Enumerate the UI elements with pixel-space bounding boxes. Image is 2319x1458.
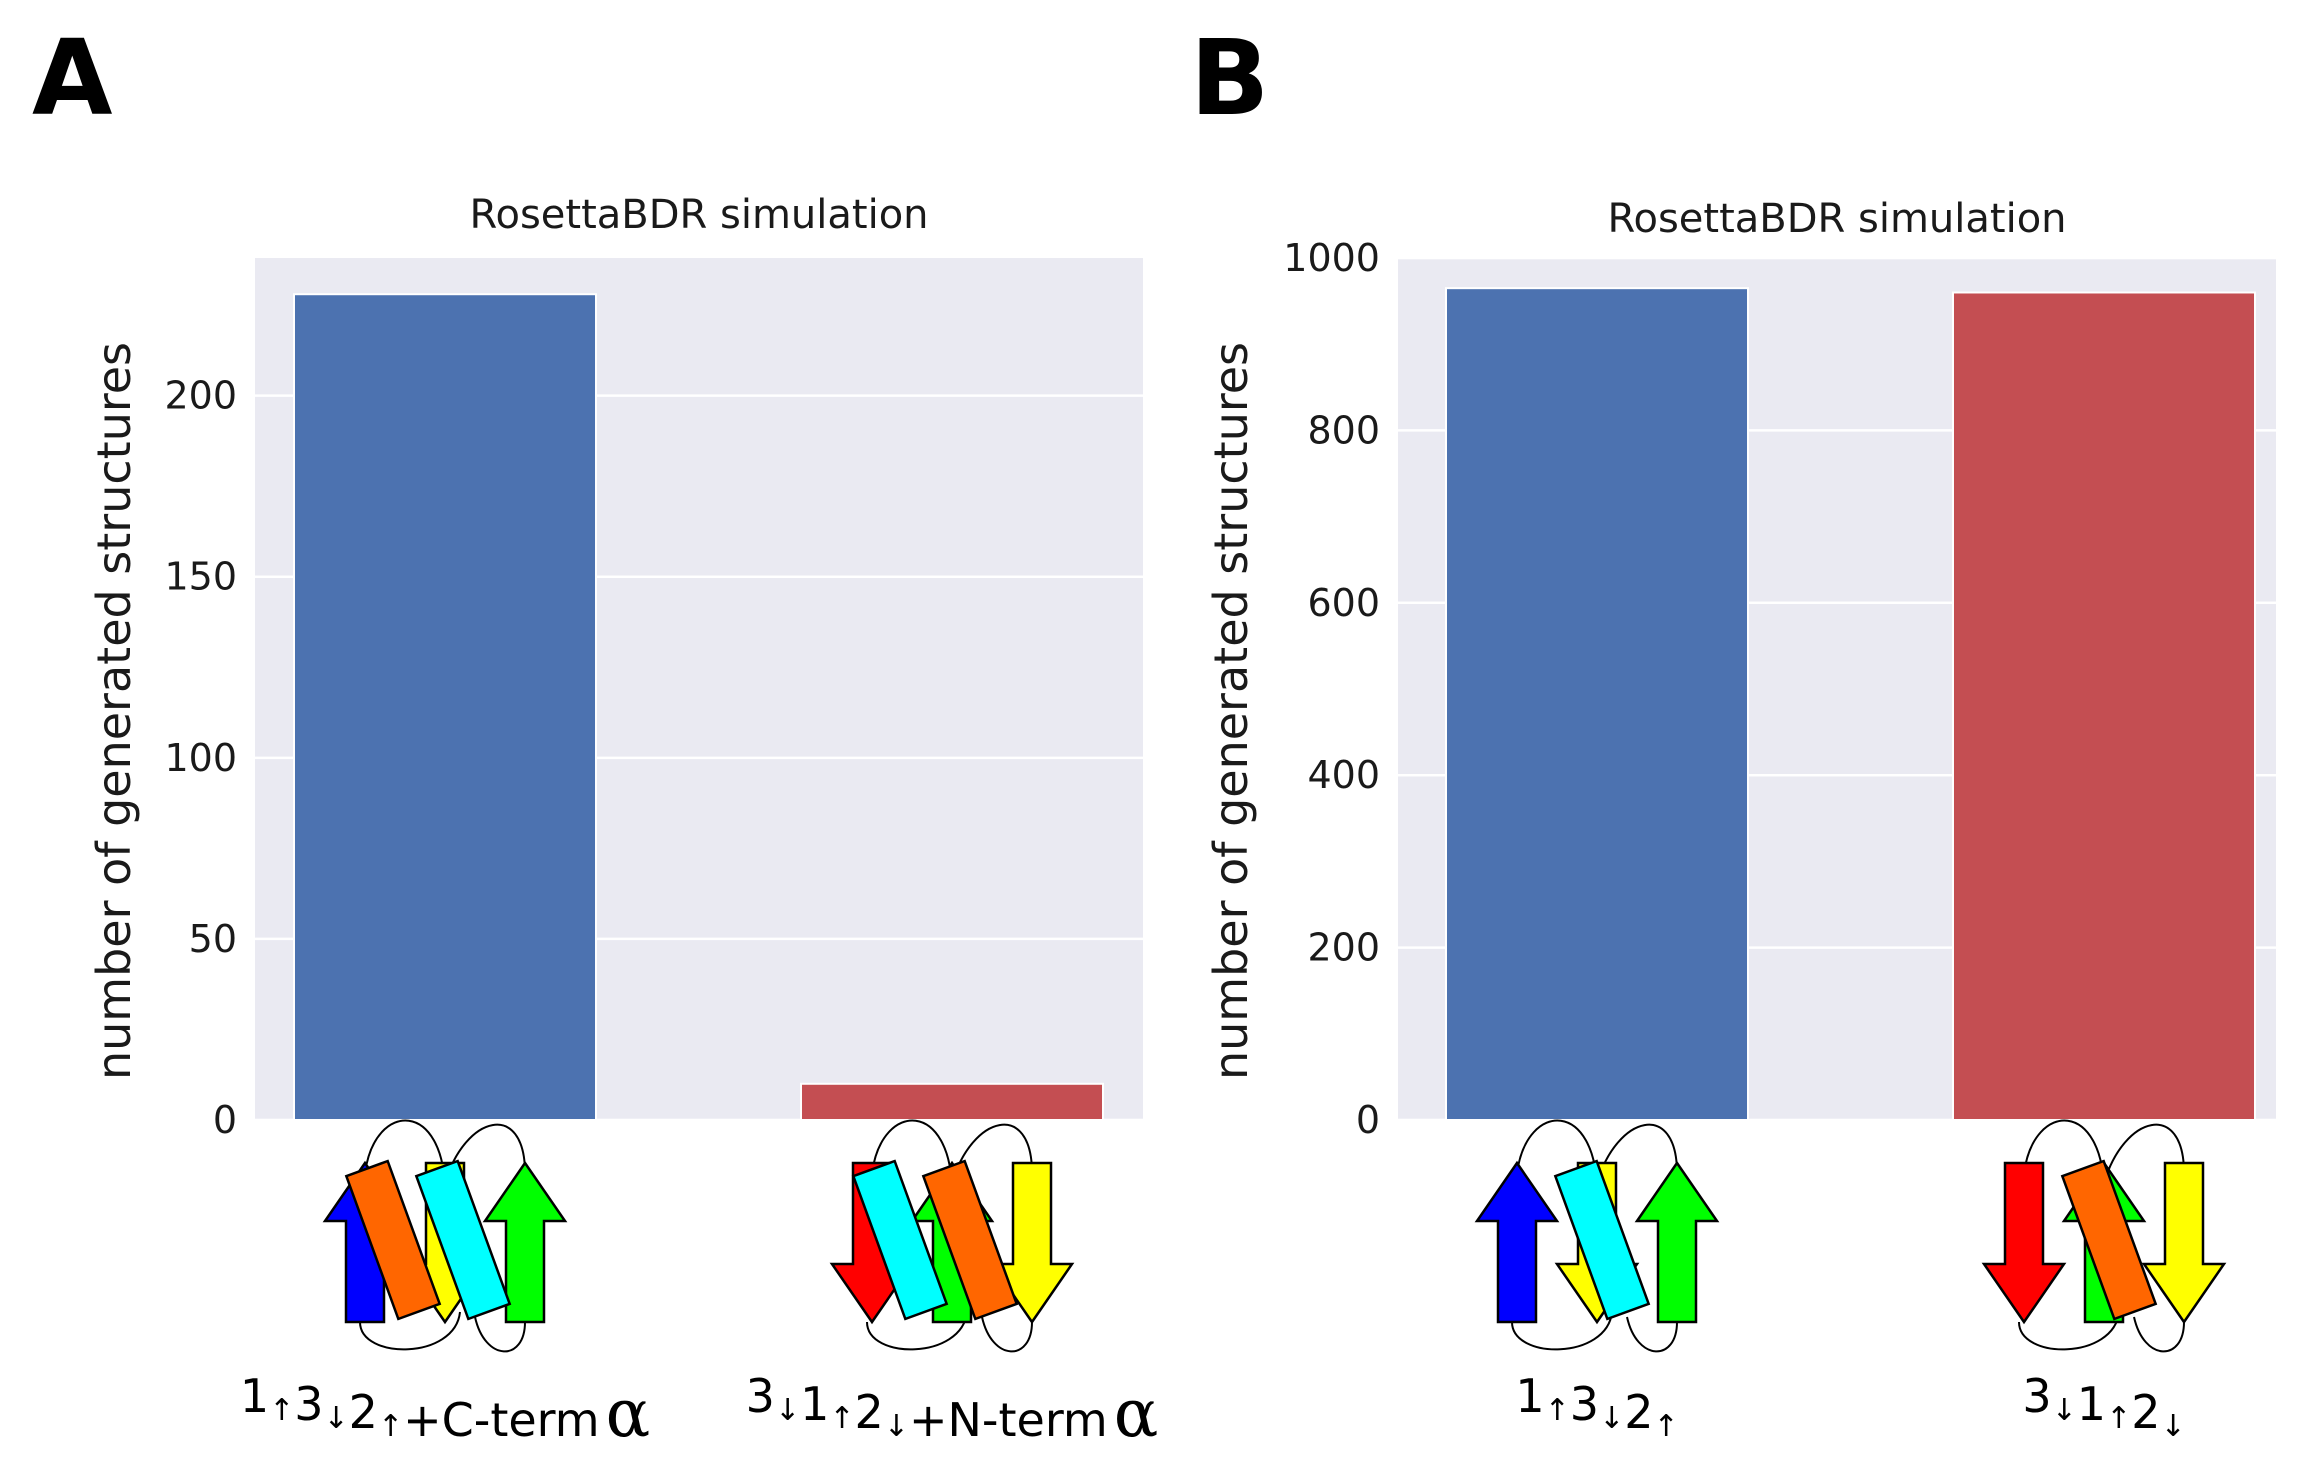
chart-a: 0 50 100 150 200 RosettaBDR simulation number … (87, 192, 1143, 1142)
strand-blue-up (1474, 1160, 1560, 1324)
y-tick-label: 200 (164, 374, 237, 418)
loop-line (2018, 1311, 2120, 1351)
category-labels-a: 1↑3↓2↑+C-termα 3↓1↑2↓+N-termα (240, 1369, 1159, 1452)
helix-orange (2060, 1159, 2158, 1321)
bar-1 (1445, 287, 1749, 1122)
helix-cyan (1553, 1159, 1651, 1321)
category-label: 1↑3↓2↑ (1515, 1369, 1678, 1444)
y-tick-label: 400 (1307, 753, 1380, 797)
y-tick-label: 0 (213, 1098, 237, 1142)
chart-title: RosettaBDR simulation (469, 192, 928, 238)
bar-2 (800, 1082, 1104, 1121)
topology-diagram (829, 1119, 1075, 1353)
topology-diagrams-b (1474, 1119, 2227, 1353)
helix-cyan (851, 1159, 949, 1321)
loop-line (2133, 1316, 2185, 1353)
loop-line (474, 1316, 526, 1353)
helix-orange (921, 1159, 1019, 1321)
helix-cyan (414, 1159, 512, 1321)
loop-line (1626, 1316, 1678, 1353)
category-label: 3↓1↑2↓+N-termα (746, 1369, 1159, 1452)
y-tick-label: 100 (164, 736, 237, 780)
strand-red-down (1981, 1161, 2067, 1325)
strand-yellow-down (2141, 1161, 2227, 1325)
loop-line (1511, 1311, 1613, 1351)
y-tick-label: 150 (164, 555, 237, 599)
chart-b: 0 200 400 600 800 1000 RosettaBDR simulation nu… (1204, 196, 2276, 1142)
loop-line (871, 1119, 953, 1194)
panel-label-a: A (32, 17, 113, 139)
strand-green-up (482, 1160, 568, 1324)
topology-diagram (1474, 1119, 1720, 1353)
panel-label-b: B (1190, 17, 1269, 139)
loop-line (1596, 1123, 1678, 1184)
topology-diagram (1981, 1119, 2227, 1353)
strand-green-up (1634, 1160, 1720, 1324)
loop-line (2103, 1123, 2185, 1184)
y-axis-label: number of generated structures (87, 342, 141, 1080)
category-labels-b: 1↑3↓2↑ 3↓1↑2↓ (1515, 1369, 2185, 1444)
y-tick-label: 0 (1356, 1098, 1380, 1142)
strand-yellow-down (989, 1161, 1075, 1325)
y-tick-label: 800 (1307, 408, 1380, 452)
bar-1 (293, 293, 597, 1121)
y-tick-label: 600 (1307, 581, 1380, 625)
loop-line (951, 1123, 1033, 1184)
category-label: 3↓1↑2↓ (2022, 1369, 2185, 1444)
loop-line (359, 1311, 461, 1351)
topology-diagrams-a (322, 1119, 1075, 1353)
loop-line (444, 1123, 526, 1184)
y-tick-label: 1000 (1283, 236, 1380, 280)
chart-title: RosettaBDR simulation (1607, 196, 2066, 242)
loop-line (981, 1316, 1033, 1353)
bar-2 (1952, 291, 2256, 1122)
category-label: 1↑3↓2↑+C-termα (240, 1369, 650, 1452)
y-tick-label: 200 (1307, 926, 1380, 970)
y-tick-label: 50 (189, 917, 237, 961)
helix-orange (344, 1159, 442, 1321)
topology-diagram (322, 1119, 568, 1353)
loop-line (866, 1311, 968, 1351)
y-axis-label: number of generated structures (1204, 342, 1258, 1080)
